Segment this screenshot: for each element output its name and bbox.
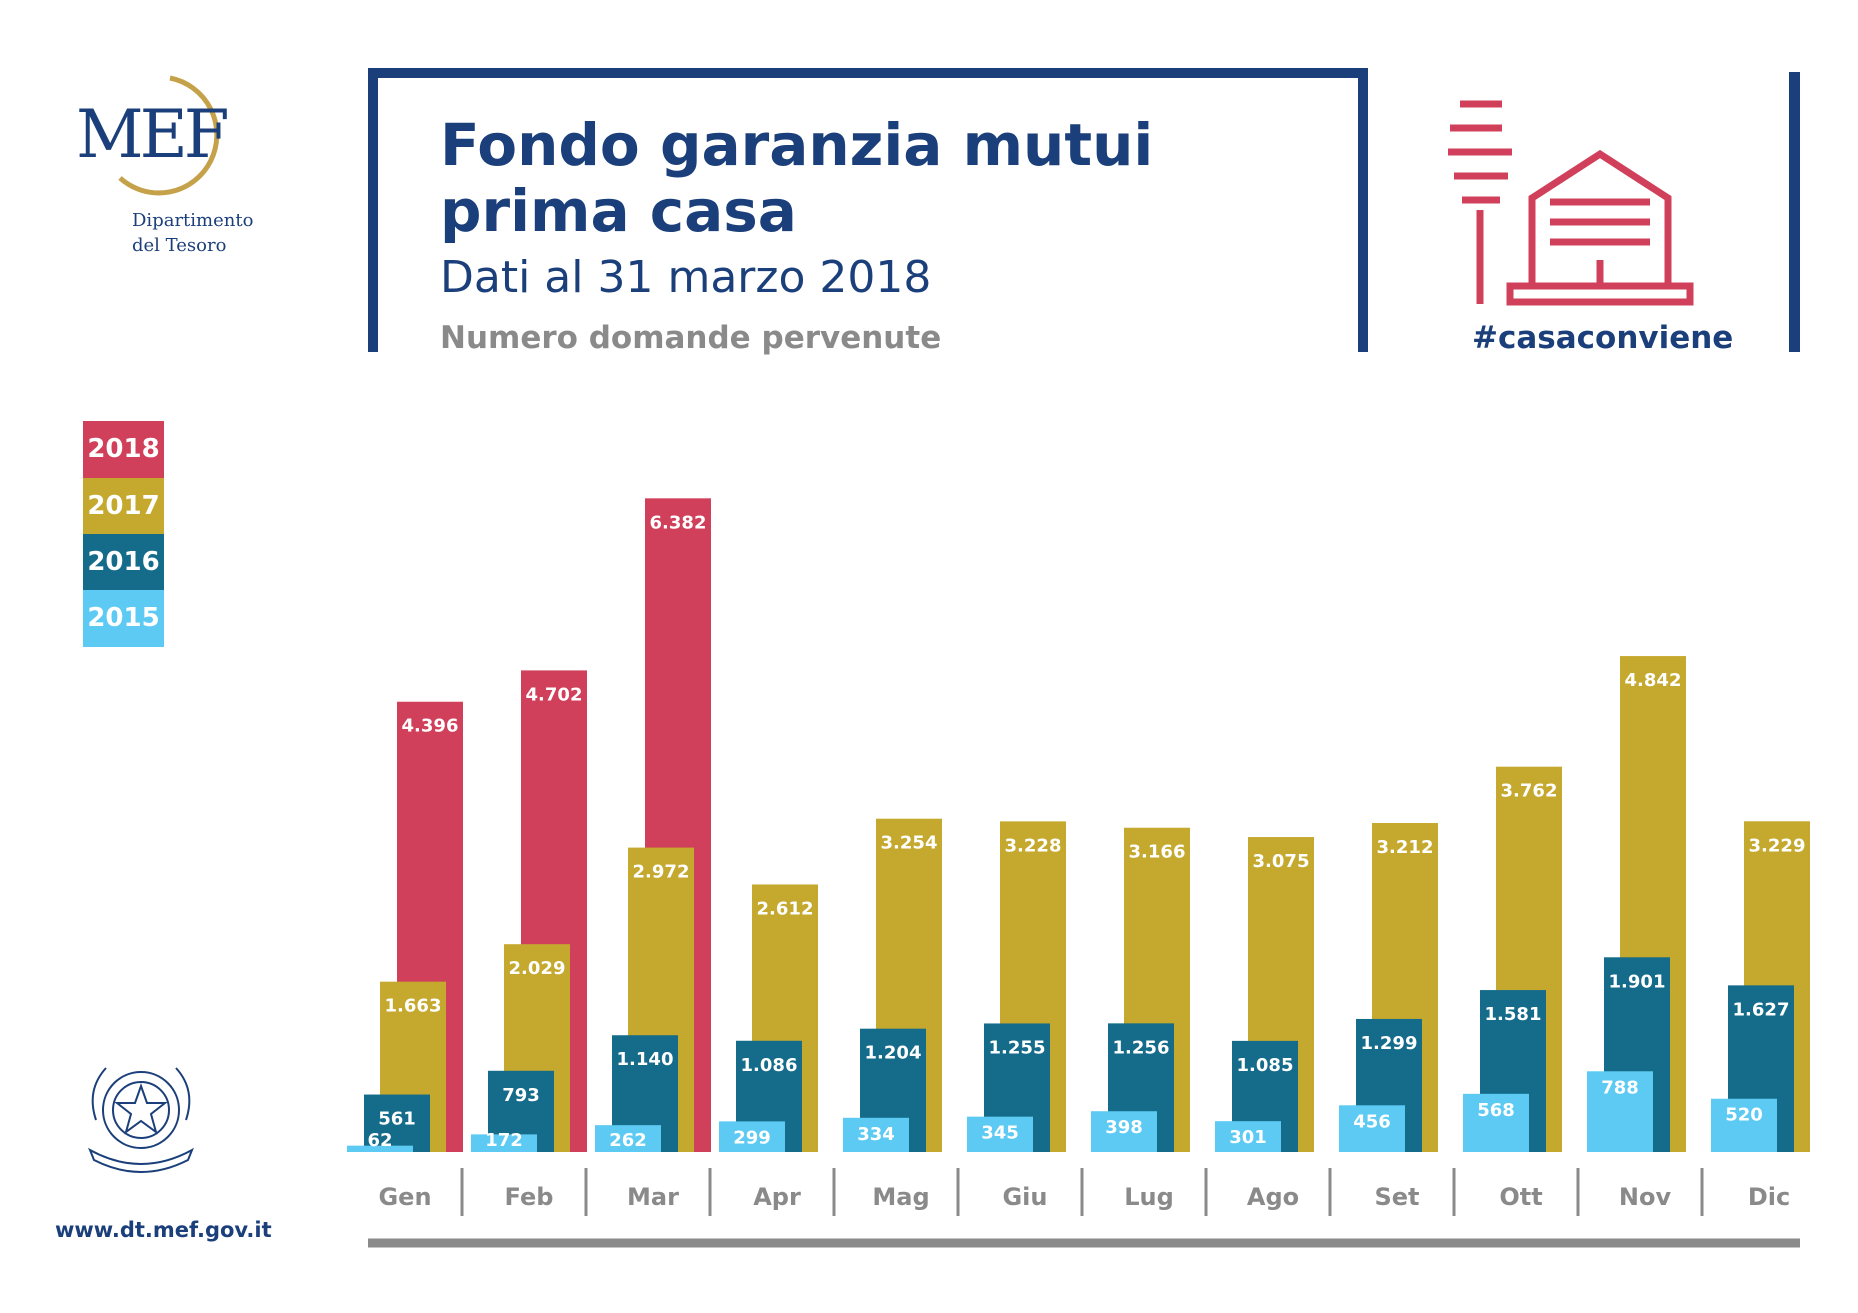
label-2016-feb: 793 <box>502 1085 540 1106</box>
label-2016-giu: 1.255 <box>989 1037 1046 1058</box>
label-2017-mar: 2.972 <box>633 862 690 883</box>
label-2016-mag: 1.204 <box>865 1043 922 1064</box>
label-2015-nov: 788 <box>1601 1077 1639 1098</box>
label-2017-apr: 2.612 <box>757 898 814 919</box>
label-2017-nov: 4.842 <box>1625 670 1682 691</box>
page-subtitle: Dati al 31 marzo 2018 <box>440 252 932 303</box>
bar-2015-dic <box>1711 1098 1777 1152</box>
label-2016-nov: 1.901 <box>1609 971 1666 992</box>
label-2016-dic: 1.627 <box>1733 999 1790 1020</box>
bar-2015-mar <box>595 1125 661 1152</box>
label-2018-feb: 4.702 <box>526 684 583 705</box>
title-frame <box>368 68 1368 352</box>
label-2017-set: 3.212 <box>1377 837 1434 858</box>
label-2015-apr: 299 <box>733 1127 771 1148</box>
label-2017-ott: 3.762 <box>1501 781 1558 802</box>
right-divider <box>1789 72 1800 352</box>
label-2015-ago: 301 <box>1229 1127 1267 1148</box>
department-line-1: Dipartimento <box>132 210 254 231</box>
label-2017-dic: 3.229 <box>1749 835 1806 856</box>
title-line-1: Fondo garanzia mutui <box>440 111 1154 179</box>
legend-2018: 2018 <box>83 421 164 478</box>
label-2018-gen: 4.396 <box>402 716 459 737</box>
legend-2015: 2015 <box>83 590 164 647</box>
chart-caption: Numero domande pervenute <box>440 320 942 356</box>
mef-logo: MEF Dipartimento del Tesoro <box>60 68 270 268</box>
label-2017-mag: 3.254 <box>881 833 938 854</box>
hashtag: #casaconviene <box>1472 320 1734 356</box>
label-2015-lug: 398 <box>1105 1117 1143 1138</box>
bar-2015-apr <box>719 1121 785 1152</box>
x-tick-lug: Lug <box>1124 1183 1174 1211</box>
legend-2017: 2017 <box>83 478 164 535</box>
footer-url[interactable]: www.dt.mef.gov.it <box>55 1218 272 1242</box>
label-2015-feb: 172 <box>485 1130 523 1151</box>
label-2016-mar: 1.140 <box>617 1049 674 1070</box>
x-tick-feb: Feb <box>505 1183 554 1211</box>
label-2018-mar: 6.382 <box>650 512 707 533</box>
x-tick-mar: Mar <box>627 1183 679 1211</box>
bar-2015-ott <box>1463 1093 1529 1152</box>
x-tick-ago: Ago <box>1247 1183 1299 1211</box>
republic-emblem-icon <box>88 1067 194 1173</box>
x-tick-giu: Giu <box>1002 1183 1047 1211</box>
logo-department: Dipartimento del Tesoro <box>132 208 253 258</box>
bar-2015-lug <box>1091 1111 1157 1152</box>
label-2016-ott: 1.581 <box>1485 1004 1542 1025</box>
bar-2015-mag <box>843 1117 909 1152</box>
label-2015-mar: 262 <box>609 1130 647 1151</box>
x-tick-nov: Nov <box>1619 1183 1672 1211</box>
bar-2015-giu <box>967 1116 1033 1152</box>
bar-2016-gen <box>364 1094 430 1152</box>
label-2017-gen: 1.663 <box>385 996 442 1017</box>
x-tick-dic: Dic <box>1748 1183 1790 1211</box>
label-2016-gen: 561 <box>378 1109 416 1130</box>
label-2015-gen: 62 <box>367 1130 392 1151</box>
bar-2015-gen <box>347 1145 413 1152</box>
label-2015-giu: 345 <box>981 1123 1019 1144</box>
label-2015-set: 456 <box>1353 1111 1391 1132</box>
label-2017-ago: 3.075 <box>1253 851 1310 872</box>
x-tick-gen: Gen <box>378 1183 431 1211</box>
house-icon <box>1448 100 1694 306</box>
bar-2015-feb <box>471 1134 537 1152</box>
label-2015-dic: 520 <box>1725 1105 1763 1126</box>
department-line-2: del Tesoro <box>132 235 227 256</box>
bar-2015-nov <box>1587 1071 1653 1152</box>
x-tick-set: Set <box>1374 1183 1419 1211</box>
label-2017-lug: 3.166 <box>1129 842 1186 863</box>
label-2016-ago: 1.085 <box>1237 1055 1294 1076</box>
title-line-2: prima casa <box>440 177 797 245</box>
label-2016-lug: 1.256 <box>1113 1037 1170 1058</box>
label-2017-feb: 2.029 <box>509 958 566 979</box>
legend-2016: 2016 <box>83 534 164 591</box>
label-2016-set: 1.299 <box>1361 1033 1418 1054</box>
x-tick-ott: Ott <box>1499 1183 1542 1211</box>
label-2016-apr: 1.086 <box>741 1055 798 1076</box>
label-2017-giu: 3.228 <box>1005 835 1062 856</box>
logo-arc-icon <box>118 75 220 196</box>
logo-text: MEF <box>76 96 230 173</box>
x-tick-mag: Mag <box>872 1183 929 1211</box>
label-2015-mag: 334 <box>857 1124 895 1145</box>
x-tick-apr: Apr <box>753 1183 801 1211</box>
page-title: Fondo garanzia mutui prima casa <box>440 112 1240 244</box>
bar-2015-set <box>1339 1105 1405 1152</box>
bar-2015-ago <box>1215 1121 1281 1152</box>
label-2015-ott: 568 <box>1477 1100 1515 1121</box>
